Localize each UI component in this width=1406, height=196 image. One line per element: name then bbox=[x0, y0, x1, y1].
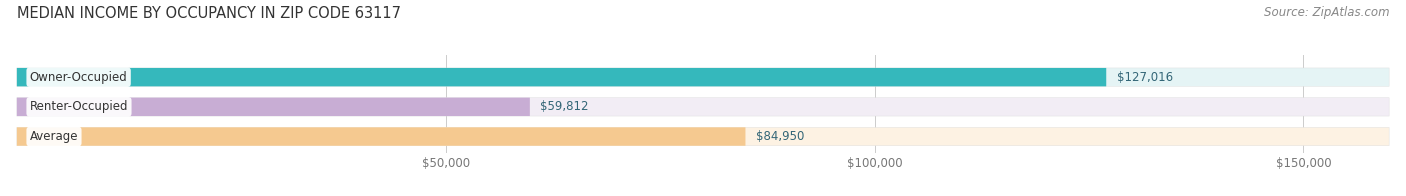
Text: Renter-Occupied: Renter-Occupied bbox=[30, 100, 128, 113]
Text: $84,950: $84,950 bbox=[756, 130, 804, 143]
FancyBboxPatch shape bbox=[17, 98, 1389, 116]
Text: $127,016: $127,016 bbox=[1116, 71, 1173, 84]
FancyBboxPatch shape bbox=[17, 127, 745, 146]
FancyBboxPatch shape bbox=[17, 127, 1389, 146]
Text: $59,812: $59,812 bbox=[540, 100, 589, 113]
Text: MEDIAN INCOME BY OCCUPANCY IN ZIP CODE 63117: MEDIAN INCOME BY OCCUPANCY IN ZIP CODE 6… bbox=[17, 6, 401, 21]
Text: Owner-Occupied: Owner-Occupied bbox=[30, 71, 128, 84]
FancyBboxPatch shape bbox=[17, 98, 530, 116]
Text: Source: ZipAtlas.com: Source: ZipAtlas.com bbox=[1264, 6, 1389, 19]
FancyBboxPatch shape bbox=[17, 68, 1389, 86]
FancyBboxPatch shape bbox=[17, 68, 1107, 86]
Text: Average: Average bbox=[30, 130, 79, 143]
